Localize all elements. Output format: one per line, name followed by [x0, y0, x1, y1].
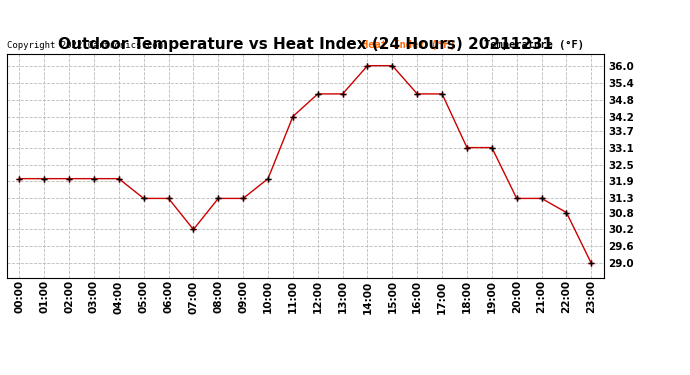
Title: Outdoor Temperature vs Heat Index (24 Hours) 20211231: Outdoor Temperature vs Heat Index (24 Ho… [58, 37, 553, 52]
Text: Heat Index (°F): Heat Index (°F) [362, 40, 456, 50]
Text: Copyright 2022 Cartronics.com: Copyright 2022 Cartronics.com [7, 41, 163, 50]
Text: Temperature (°F): Temperature (°F) [484, 40, 584, 50]
